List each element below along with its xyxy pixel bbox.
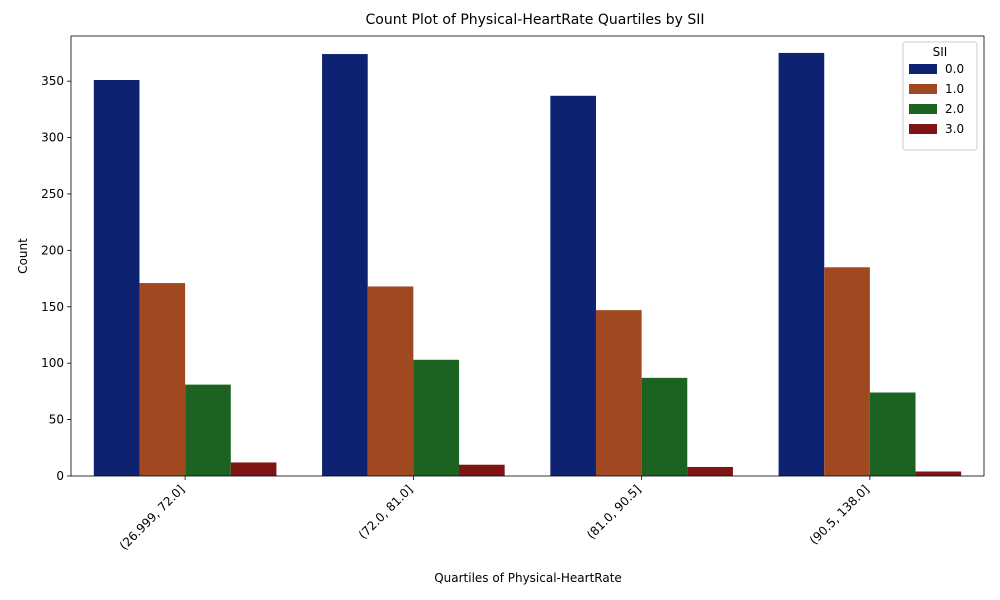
bar-sii-1-0-q1 <box>139 283 186 476</box>
y-tick-label: 350 <box>41 74 64 88</box>
bar-sii-2-0-q3 <box>641 377 688 476</box>
bar-sii-3-0-q3 <box>687 466 733 476</box>
bar-sii-1-0-q3 <box>595 310 642 476</box>
legend-swatch <box>909 84 937 94</box>
legend-label: 2.0 <box>945 102 964 116</box>
bar-sii-0-0-q4 <box>778 52 825 477</box>
y-tick-label: 50 <box>49 413 64 427</box>
bar-sii-0-0-q1 <box>93 80 140 476</box>
bar-sii-0-0-q2 <box>322 54 368 477</box>
legend-title: SII <box>933 45 948 59</box>
bar-sii-1-0-q4 <box>824 267 870 476</box>
bar-sii-3-0-q4 <box>915 471 962 476</box>
y-axis-label: Count <box>16 238 30 274</box>
y-tick-label: 200 <box>41 243 64 257</box>
bar-sii-3-0-q2 <box>459 464 505 476</box>
y-tick-label: 100 <box>41 356 64 370</box>
bar-sii-1-0-q2 <box>367 286 414 476</box>
legend: SII 0.0 1.0 2.0 3.0 <box>902 41 978 151</box>
y-tick-label: 250 <box>41 187 64 201</box>
bar-sii-3-0-q1 <box>230 462 277 476</box>
y-tick-label: 300 <box>41 131 64 145</box>
legend-swatch <box>909 104 937 114</box>
bar-sii-2-0-q2 <box>413 359 460 476</box>
bar-sii-2-0-q1 <box>185 384 231 476</box>
legend-label: 1.0 <box>945 82 964 96</box>
bar-sii-0-0-q3 <box>550 95 596 476</box>
y-tick-label: 0 <box>56 469 64 483</box>
legend-swatch <box>909 124 937 134</box>
chart-title: Count Plot of Physical-HeartRate Quartil… <box>366 12 705 28</box>
legend-label: 0.0 <box>945 62 964 76</box>
legend-swatch <box>909 64 937 74</box>
legend-label: 3.0 <box>945 122 964 136</box>
y-tick-label: 150 <box>41 300 64 314</box>
bar-sii-2-0-q4 <box>869 392 916 476</box>
axes-frame <box>70 35 985 477</box>
x-axis-label: Quartiles of Physical-HeartRate <box>434 571 622 585</box>
